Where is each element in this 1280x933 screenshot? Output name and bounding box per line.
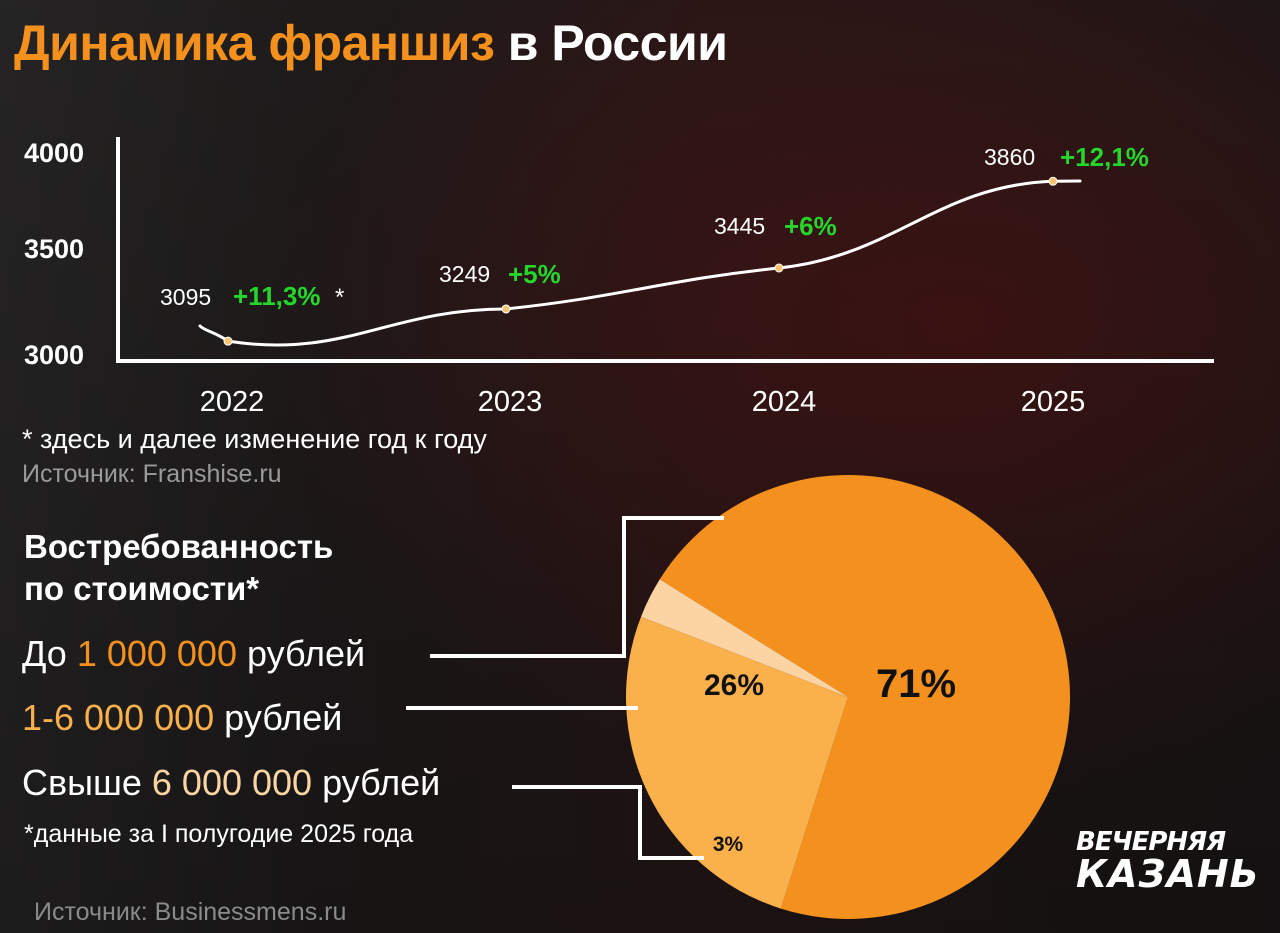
leader-line xyxy=(512,785,704,860)
slice-label: 71% xyxy=(876,662,956,706)
legend-suffix: рублей xyxy=(214,697,343,738)
slice-label: 3% xyxy=(713,833,744,856)
change-label: +11,3% xyxy=(233,281,320,311)
legend-suffix: рублей xyxy=(312,762,441,803)
x-tick-label: 2024 xyxy=(752,386,817,418)
publisher-logo: ВЕЧЕРНЯЯ КАЗАНЬ xyxy=(1076,827,1260,896)
legend-suffix: рублей xyxy=(236,633,366,674)
series-line xyxy=(198,179,1082,347)
value-label: 3095 xyxy=(160,284,211,310)
pie-title-line2: по стоимости* xyxy=(24,570,260,607)
pie-slice xyxy=(641,579,848,697)
change-label: +6% xyxy=(784,211,837,241)
line-chart: 3000 3500 4000 2022 2023 2024 2025 3095 … xyxy=(24,138,1149,418)
legend-amount: 6 000 000 xyxy=(151,762,313,803)
legend-amount: 1 000 000 xyxy=(76,633,237,674)
leader-line xyxy=(430,516,724,658)
pie-title-line1: Востребованность xyxy=(24,528,334,565)
legend-item: 1-6 000 000 рублей xyxy=(22,697,342,739)
legend-prefix: До xyxy=(22,633,77,674)
y-tick-label: 3500 xyxy=(24,234,84,264)
change-footnote-mark: * xyxy=(335,284,344,311)
source-label-2: Источник: Businessmens.ru xyxy=(34,898,347,926)
data-point xyxy=(501,304,511,314)
y-tick-label: 3000 xyxy=(24,340,84,370)
data-period-note: *данные за I полугодие 2025 года xyxy=(24,820,414,848)
footnote-yoy: * здесь и далее изменение год к году xyxy=(22,424,487,454)
y-tick-label: 4000 xyxy=(24,138,84,168)
title-accent: Динамика франшиз xyxy=(14,15,495,71)
data-point xyxy=(223,336,233,346)
legend-item: Свыше 6 000 000 рублей xyxy=(22,762,440,804)
x-tick-label: 2022 xyxy=(200,386,265,418)
data-point xyxy=(774,263,784,273)
legend-amount: 1-6 000 000 xyxy=(22,697,215,738)
legend-prefix: Свыше xyxy=(22,762,152,803)
x-tick-label: 2023 xyxy=(478,386,543,418)
legend-item: До 1 000 000 рублей xyxy=(22,633,365,675)
title-rest: в России xyxy=(494,15,728,71)
pie-title: Востребованность по стоимости* xyxy=(24,526,333,610)
slice-label: 26% xyxy=(704,669,764,702)
value-label: 3249 xyxy=(439,261,490,287)
source-label: Источник: Franshise.ru xyxy=(22,460,282,488)
pie-slice xyxy=(625,616,848,909)
logo-line1: ВЕЧЕРНЯЯ xyxy=(1076,827,1226,857)
page-title: Динамика франшиз в России xyxy=(14,14,728,72)
change-label: +12,1% xyxy=(1060,142,1149,172)
value-label: 3445 xyxy=(714,213,765,239)
change-label: +5% xyxy=(508,259,561,289)
data-point xyxy=(1048,176,1058,186)
pie-slice xyxy=(659,475,1070,919)
logo-line2: КАЗАНЬ xyxy=(1076,852,1260,896)
x-tick-label: 2025 xyxy=(1021,386,1086,418)
value-label: 3860 xyxy=(984,144,1035,170)
